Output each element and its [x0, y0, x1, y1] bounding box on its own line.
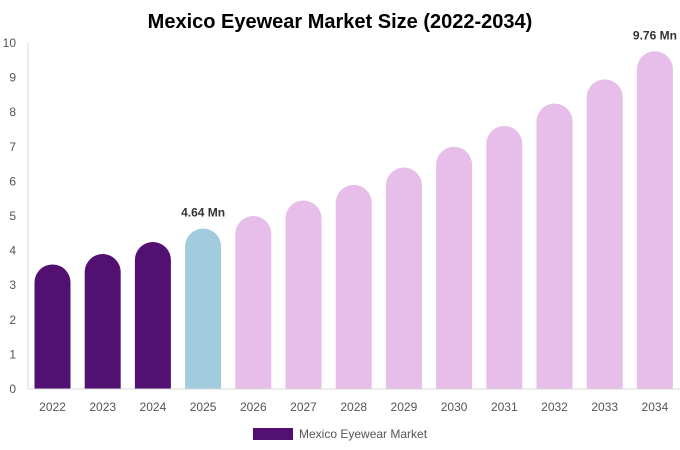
data-label-2025: 4.64 Mn: [181, 205, 225, 219]
y-tick-label: 9: [9, 71, 16, 85]
x-tick-label: 2027: [290, 400, 317, 414]
x-tick-label: 2030: [441, 400, 468, 414]
x-tick-label: 2024: [140, 400, 167, 414]
bar-2027: [285, 200, 322, 389]
bar-2028: [335, 184, 372, 389]
y-tick-label: 1: [9, 347, 16, 361]
bar-2030: [436, 146, 473, 389]
chart-title: Mexico Eyewear Market Size (2022-2034): [148, 11, 533, 33]
y-tick-label: 0: [9, 382, 16, 396]
data-label-2034: 9.76 Mn: [633, 28, 677, 42]
bar-2026: [235, 216, 272, 389]
y-tick-label: 2: [9, 313, 16, 327]
x-tick-label: 2025: [190, 400, 217, 414]
y-tick-label: 3: [9, 278, 16, 292]
x-axis: 2022 2023 2024 2025 2026 2027 2028 2029 2030 2031…: [28, 388, 680, 414]
legend-label: Mexico Eyewear Market: [299, 427, 428, 441]
x-tick-label: 2023: [89, 400, 116, 414]
bars-group: [34, 51, 673, 390]
bar-2023: [84, 254, 121, 389]
x-tick-label: 2034: [642, 400, 669, 414]
bar-2024: [134, 241, 171, 389]
y-axis: 0 1 2 3 4 5 6 7 8 9 10: [3, 36, 29, 396]
bar-2022: [34, 264, 71, 389]
y-tick-label: 4: [9, 244, 16, 258]
y-tick-label: 7: [9, 140, 16, 154]
bar-2025: [185, 228, 222, 389]
x-tick-label: 2028: [340, 400, 367, 414]
bar-2033: [586, 79, 623, 389]
y-tick-label: 6: [9, 174, 16, 188]
x-tick-label: 2032: [541, 400, 568, 414]
y-tick-label: 10: [3, 36, 17, 50]
legend-swatch: [253, 428, 293, 440]
bar-2032: [536, 103, 573, 390]
x-tick-label: 2026: [240, 400, 267, 414]
x-tick-label: 2031: [491, 400, 518, 414]
y-tick-label: 8: [9, 105, 16, 119]
x-tick-label: 2022: [39, 400, 66, 414]
bar-2029: [385, 167, 422, 389]
x-tick-label: 2029: [391, 400, 418, 414]
x-tick-label: 2033: [591, 400, 618, 414]
y-tick-label: 5: [9, 209, 16, 223]
bar-2031: [486, 126, 523, 390]
bar-2034: [636, 51, 673, 389]
data-labels-group: 4.64 Mn 9.76 Mn: [181, 28, 677, 219]
legend: Mexico Eyewear Market: [253, 427, 428, 441]
